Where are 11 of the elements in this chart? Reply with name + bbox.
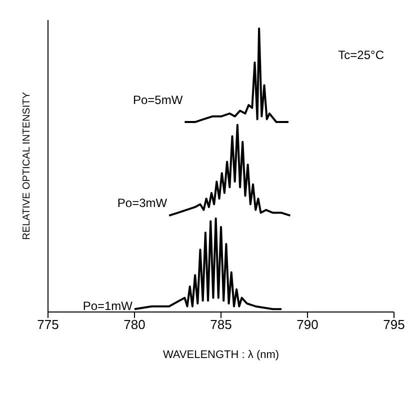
x-axis-title: WAVELENGTH : λ (nm) [162,349,280,361]
annotation: Tc=25°C [338,48,384,62]
x-tick-label: 780 [124,317,146,332]
series-label: Po=5mW [132,92,183,107]
x-tick-label: 775 [37,317,59,332]
x-tick-label: 790 [296,317,318,332]
y-axis-title: RELATIVE OPTICAL INTENSITY [22,92,33,240]
x-tick-label: 795 [383,317,405,332]
series-label: Po=1mW [82,298,132,313]
x-tick-label: 785 [210,317,232,332]
series-label: Po=3mW [117,196,168,210]
